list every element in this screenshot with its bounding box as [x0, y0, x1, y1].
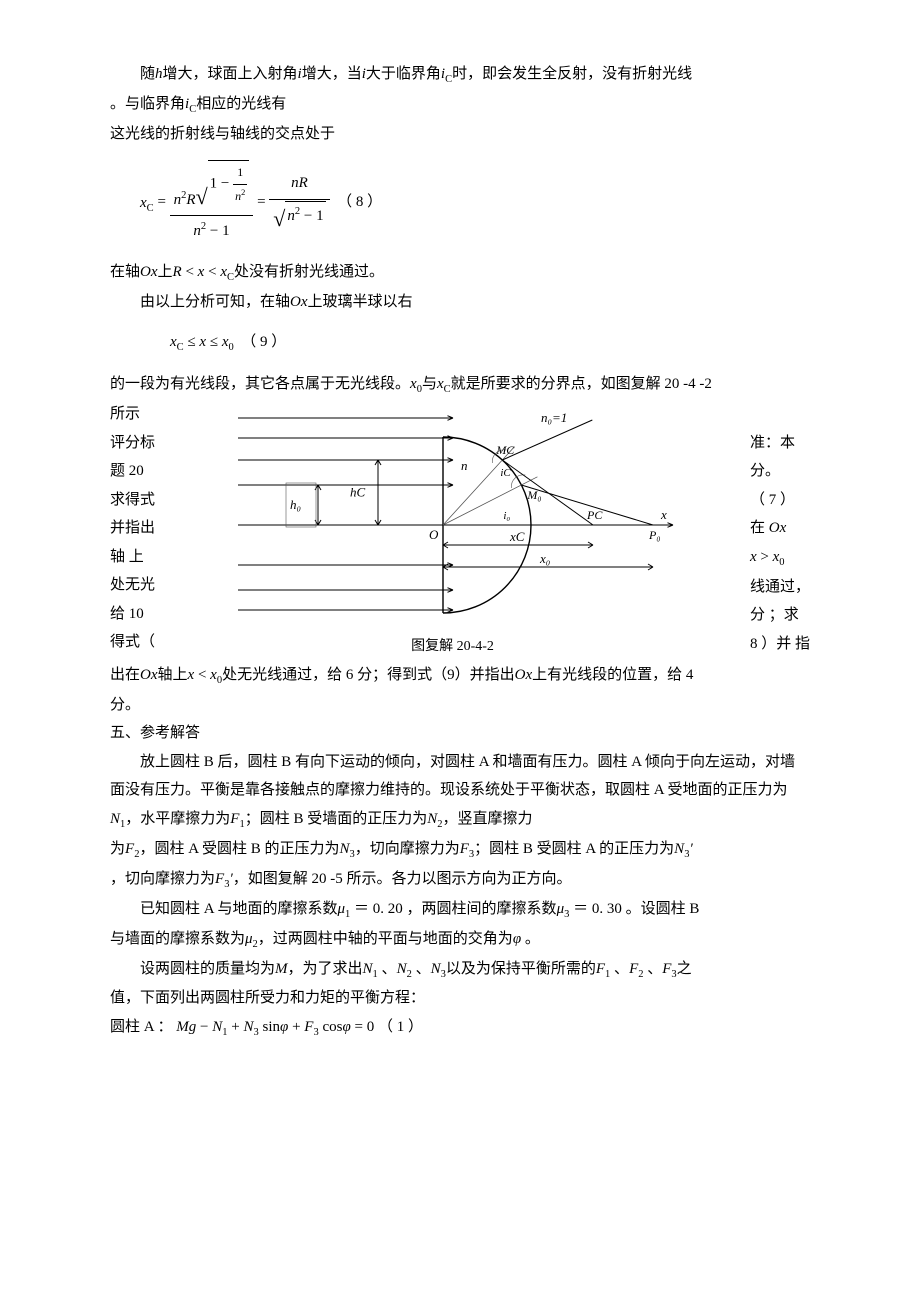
text: 大于临界角: [366, 66, 441, 82]
optics-diagram: h₀ hC xC x₀ On n₀=1 M₀ MC iC i₀ PC P₀ x: [223, 400, 683, 630]
wrap-text: [750, 400, 810, 429]
svg-text:P₀: P₀: [648, 528, 661, 542]
wrap-text: 准：本: [750, 429, 810, 458]
text: 这光线的折射线与轴线的交点处于: [110, 126, 335, 142]
paragraph-2: 。与临界角iC相应的光线有: [110, 90, 810, 120]
wrap-text: 题 20: [110, 457, 155, 486]
wrap-text: （ 7 ）: [750, 486, 810, 515]
paragraph-10: 为F2，圆柱 A 受圆柱 B 的正压力为N3，切向摩擦力为F3；圆柱 B 受圆柱…: [110, 835, 810, 865]
paragraph-5: 由以上分析可知，在轴Ox上玻璃半球以右: [110, 288, 810, 317]
paragraph-3: 这光线的折射线与轴线的交点处于: [110, 120, 810, 149]
eq-label: （ 8 ）: [337, 195, 382, 211]
var-h: h: [155, 66, 163, 82]
wrap-text: 并指出: [110, 514, 155, 543]
wrap-text: 线通过，: [750, 573, 810, 602]
figure-wrap-region: 所示 评分标 题 20 求得式 并指出 轴 上 处无光 给 10 得式（ h₀h…: [110, 400, 810, 661]
svg-text:h₀: h₀: [290, 497, 301, 512]
wrap-text: 评分标: [110, 429, 155, 458]
figure-caption: 图复解 20-4-2: [165, 634, 740, 661]
svg-text:i₀: i₀: [503, 510, 510, 522]
svg-text:M₀: M₀: [526, 488, 541, 502]
wrap-text: 所示: [110, 400, 155, 429]
equation-8: xC = n2R√1 − 1n2 n2 − 1 = nR √n2 − 1 （ 8…: [110, 160, 810, 246]
paragraph-14: 设两圆柱的质量均为M，为了求出N1 、N2 、N3以及为保持平衡所需的F1 、F…: [110, 955, 810, 985]
wrap-text: 8 ）并 指: [750, 630, 810, 659]
wrap-text: 处无光: [110, 571, 155, 600]
svg-text:x₀: x₀: [539, 551, 550, 566]
text: 随: [140, 66, 155, 82]
svg-text:PC: PC: [586, 508, 603, 522]
text: 时，即会发生全反射，没有折射光线: [452, 66, 692, 82]
svg-text:n: n: [461, 458, 468, 473]
wrap-text: 轴 上: [110, 543, 155, 572]
wrap-text: 给 10: [110, 600, 155, 629]
svg-text:iC: iC: [500, 467, 511, 479]
figure-20-4-2: h₀ hC xC x₀ On n₀=1 M₀ MC iC i₀ PC P₀ x 图复解 20-4-2: [165, 400, 740, 661]
paragraph-8: 分。: [110, 691, 810, 720]
paragraph-1: 随h增大，球面上入射角i增大，当i大于临界角iC时，即会发生全反射，没有折射光线: [110, 60, 810, 90]
paragraph-6: 的一段为有光线段，其它各点属于无光线段。x0与xC就是所要求的分界点，如图复解 …: [110, 370, 810, 400]
svg-text:xC: xC: [509, 529, 525, 544]
wrap-text: 求得式: [110, 486, 155, 515]
paragraph-11: ，切向摩擦力为F3′，如图复解 20 -5 所示。各力以图示方向为正方向。: [110, 865, 810, 895]
text: 增大，球面上入射角: [163, 66, 298, 82]
paragraph-9: 放上圆柱 B 后，圆柱 B 有向下运动的倾向，对圆柱 A 和墙面有压力。圆柱 A…: [110, 748, 810, 835]
paragraph-7: 出在Ox轴上x < x0处无光线通过，给 6 分；得到式（9）并指出Ox上有光线…: [110, 661, 810, 691]
paragraph-15: 值，下面列出两圆柱所受力和力矩的平衡方程：: [110, 984, 810, 1013]
equation-cylinder-A: 圆柱 A ： Mg − N1 + N3 sinφ + F3 cosφ = 0 （…: [110, 1013, 810, 1043]
wrap-text: 在 Ox: [750, 514, 810, 543]
wrap-left-column: 所示 评分标 题 20 求得式 并指出 轴 上 处无光 给 10 得式（: [110, 400, 155, 657]
text: 。与临界角: [110, 96, 185, 112]
wrap-text: 得式（: [110, 628, 155, 657]
section-5-heading: 五、参考解答: [110, 719, 810, 748]
var-iC: iC: [185, 96, 196, 112]
text: 增大，当: [302, 66, 362, 82]
paragraph-13: 与墙面的摩擦系数为μ2，过两圆柱中轴的平面与地面的交角为φ 。: [110, 925, 810, 955]
eq-label: （ 1 ）: [374, 1019, 423, 1035]
var-iC: iC: [441, 66, 452, 82]
eq-label: （ 9 ）: [241, 334, 286, 350]
svg-text:MC: MC: [495, 443, 515, 457]
wrap-text: 分。: [750, 457, 810, 486]
wrap-text: 分 ；求: [750, 601, 810, 630]
svg-text:O: O: [429, 527, 439, 542]
svg-text:x: x: [660, 507, 667, 522]
paragraph-12: 已知圆柱 A 与地面的摩擦系数μ1 ＝ 0. 20 ，两圆柱间的摩擦系数μ3 ＝…: [110, 895, 810, 925]
text: 相应的光线有: [196, 96, 286, 112]
paragraph-4: 在轴Ox上R < x < xC处没有折射光线通过。: [110, 258, 810, 288]
wrap-right-column: 准：本 分。 （ 7 ） 在 Ox x > x0 线通过， 分 ；求 8 ）并 …: [750, 400, 810, 658]
svg-text:n₀=1: n₀=1: [541, 410, 567, 425]
equation-9: xC ≤ x ≤ x0 （ 9 ）: [110, 328, 810, 358]
wrap-text: x > x0: [750, 543, 810, 573]
svg-text:hC: hC: [350, 485, 366, 500]
